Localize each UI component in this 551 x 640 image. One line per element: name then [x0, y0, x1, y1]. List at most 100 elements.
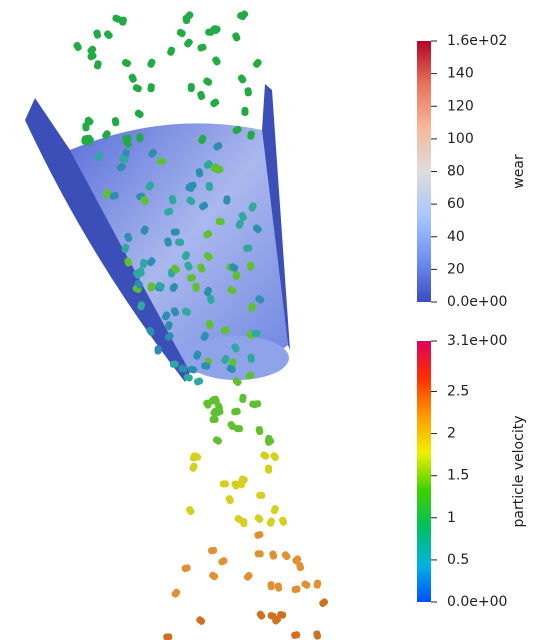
particle [256, 610, 266, 620]
particle [167, 46, 176, 56]
particles [73, 10, 329, 640]
particle [243, 244, 253, 252]
particle [170, 307, 180, 317]
particle [232, 125, 242, 135]
particle [171, 264, 181, 274]
tick-label: 80 [447, 164, 465, 180]
particle [206, 294, 215, 304]
particle [232, 32, 241, 42]
tick-label: 20 [447, 261, 465, 277]
particle [223, 195, 231, 205]
particle [256, 491, 266, 499]
tick-label: 100 [447, 131, 474, 147]
particle [237, 12, 247, 21]
particle [140, 195, 149, 206]
particle [277, 611, 287, 619]
particle [238, 475, 248, 484]
particle [148, 148, 157, 158]
funnel-outer-wall [25, 98, 190, 382]
particle [211, 395, 220, 405]
particle [301, 580, 311, 589]
particle [132, 84, 142, 93]
particle [210, 98, 220, 108]
particle [134, 268, 144, 277]
particle [251, 329, 261, 337]
particle [170, 228, 180, 236]
particle [134, 279, 144, 289]
particle [225, 495, 234, 505]
particle [241, 107, 249, 117]
tick-label: 140 [447, 66, 474, 82]
particle [102, 189, 111, 199]
tick-label: 40 [447, 229, 465, 245]
particle [116, 162, 126, 172]
particle [248, 202, 257, 212]
particle [156, 157, 166, 165]
particle [232, 377, 242, 387]
particle [181, 307, 192, 316]
particle [162, 311, 171, 321]
particle [164, 332, 174, 341]
particle [291, 585, 301, 594]
funnel-outlet [185, 336, 289, 380]
particle [313, 630, 322, 640]
particle [212, 56, 221, 66]
tick-label: 3.1e+00 [447, 333, 507, 349]
particle [73, 41, 82, 51]
tick-label: 1.5 [447, 468, 469, 484]
particle [238, 211, 247, 222]
particle [168, 195, 177, 205]
particle [254, 514, 264, 523]
particle [145, 181, 155, 191]
particle [226, 364, 236, 373]
legend-title: wear [511, 154, 527, 189]
particle [164, 321, 173, 331]
funnel [25, 84, 290, 382]
particle [169, 360, 179, 368]
particle [147, 83, 155, 93]
particle [204, 252, 213, 261]
particle [203, 230, 213, 239]
tick-label: 0.0e+00 [447, 594, 507, 610]
particle [182, 14, 191, 25]
particle [187, 83, 195, 93]
particle [209, 415, 219, 424]
particle [296, 561, 305, 572]
particle [260, 451, 270, 460]
particle [155, 281, 165, 290]
particle [247, 302, 256, 312]
particle [213, 142, 223, 151]
particle [221, 354, 230, 364]
particle [208, 546, 218, 555]
particle [195, 168, 204, 178]
particle [244, 87, 252, 97]
particle [193, 350, 202, 360]
particle [254, 530, 264, 539]
particle [164, 207, 174, 216]
particle [178, 364, 188, 373]
particle [95, 151, 104, 161]
particle [252, 224, 262, 234]
particle [212, 436, 223, 445]
particle [111, 117, 120, 127]
particle [203, 77, 213, 86]
particle [229, 263, 239, 272]
particle [292, 555, 302, 565]
particle [103, 30, 113, 40]
particle [198, 134, 207, 144]
particle [122, 134, 132, 143]
particle [184, 38, 193, 48]
particle [139, 258, 148, 268]
particle [254, 550, 264, 558]
particle [247, 261, 255, 271]
particle [201, 362, 211, 370]
particle [270, 505, 279, 515]
particle [187, 365, 198, 374]
particle [265, 464, 273, 474]
particle [196, 616, 206, 625]
particle [112, 14, 122, 23]
particle [231, 480, 240, 490]
particle [247, 353, 255, 363]
particle [124, 257, 133, 267]
